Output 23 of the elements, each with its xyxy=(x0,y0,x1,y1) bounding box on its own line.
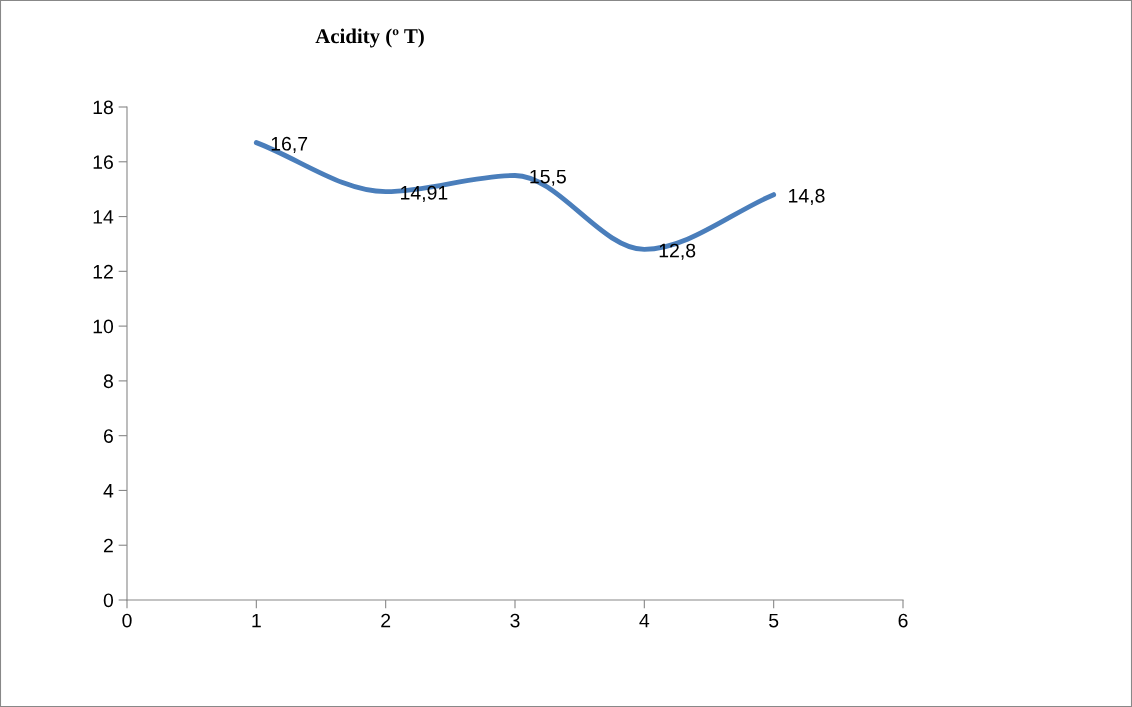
y-tick-label: 4 xyxy=(103,484,114,498)
chart-title: Acidity (º T) xyxy=(315,28,424,48)
data-label: 16,7 xyxy=(271,136,308,153)
y-tick-label: 0 xyxy=(103,593,114,608)
y-tick-label: 18 xyxy=(93,100,113,115)
data-label: 14,8 xyxy=(789,188,825,205)
y-tick-label: 6 xyxy=(103,429,113,443)
x-tick-label: 2 xyxy=(381,613,391,628)
data-label: 14,91 xyxy=(401,185,448,202)
y-tick-label: 10 xyxy=(93,319,114,334)
x-tick-label: 5 xyxy=(769,613,779,628)
y-tick-label: 16 xyxy=(93,155,113,170)
y-tick-label: 2 xyxy=(103,538,113,553)
data-label: 12,8 xyxy=(659,243,696,260)
data-label: 15,5 xyxy=(530,169,566,186)
y-tick-label: 12 xyxy=(93,264,113,279)
x-tick-label: 6 xyxy=(898,613,908,628)
y-tick-label: 8 xyxy=(103,374,113,389)
x-tick-label: 3 xyxy=(510,613,520,628)
x-tick-label: 0 xyxy=(122,613,132,628)
y-tick-label: 14 xyxy=(93,210,114,224)
x-tick-label: 4 xyxy=(639,613,650,628)
x-tick-label: 1 xyxy=(252,613,261,628)
